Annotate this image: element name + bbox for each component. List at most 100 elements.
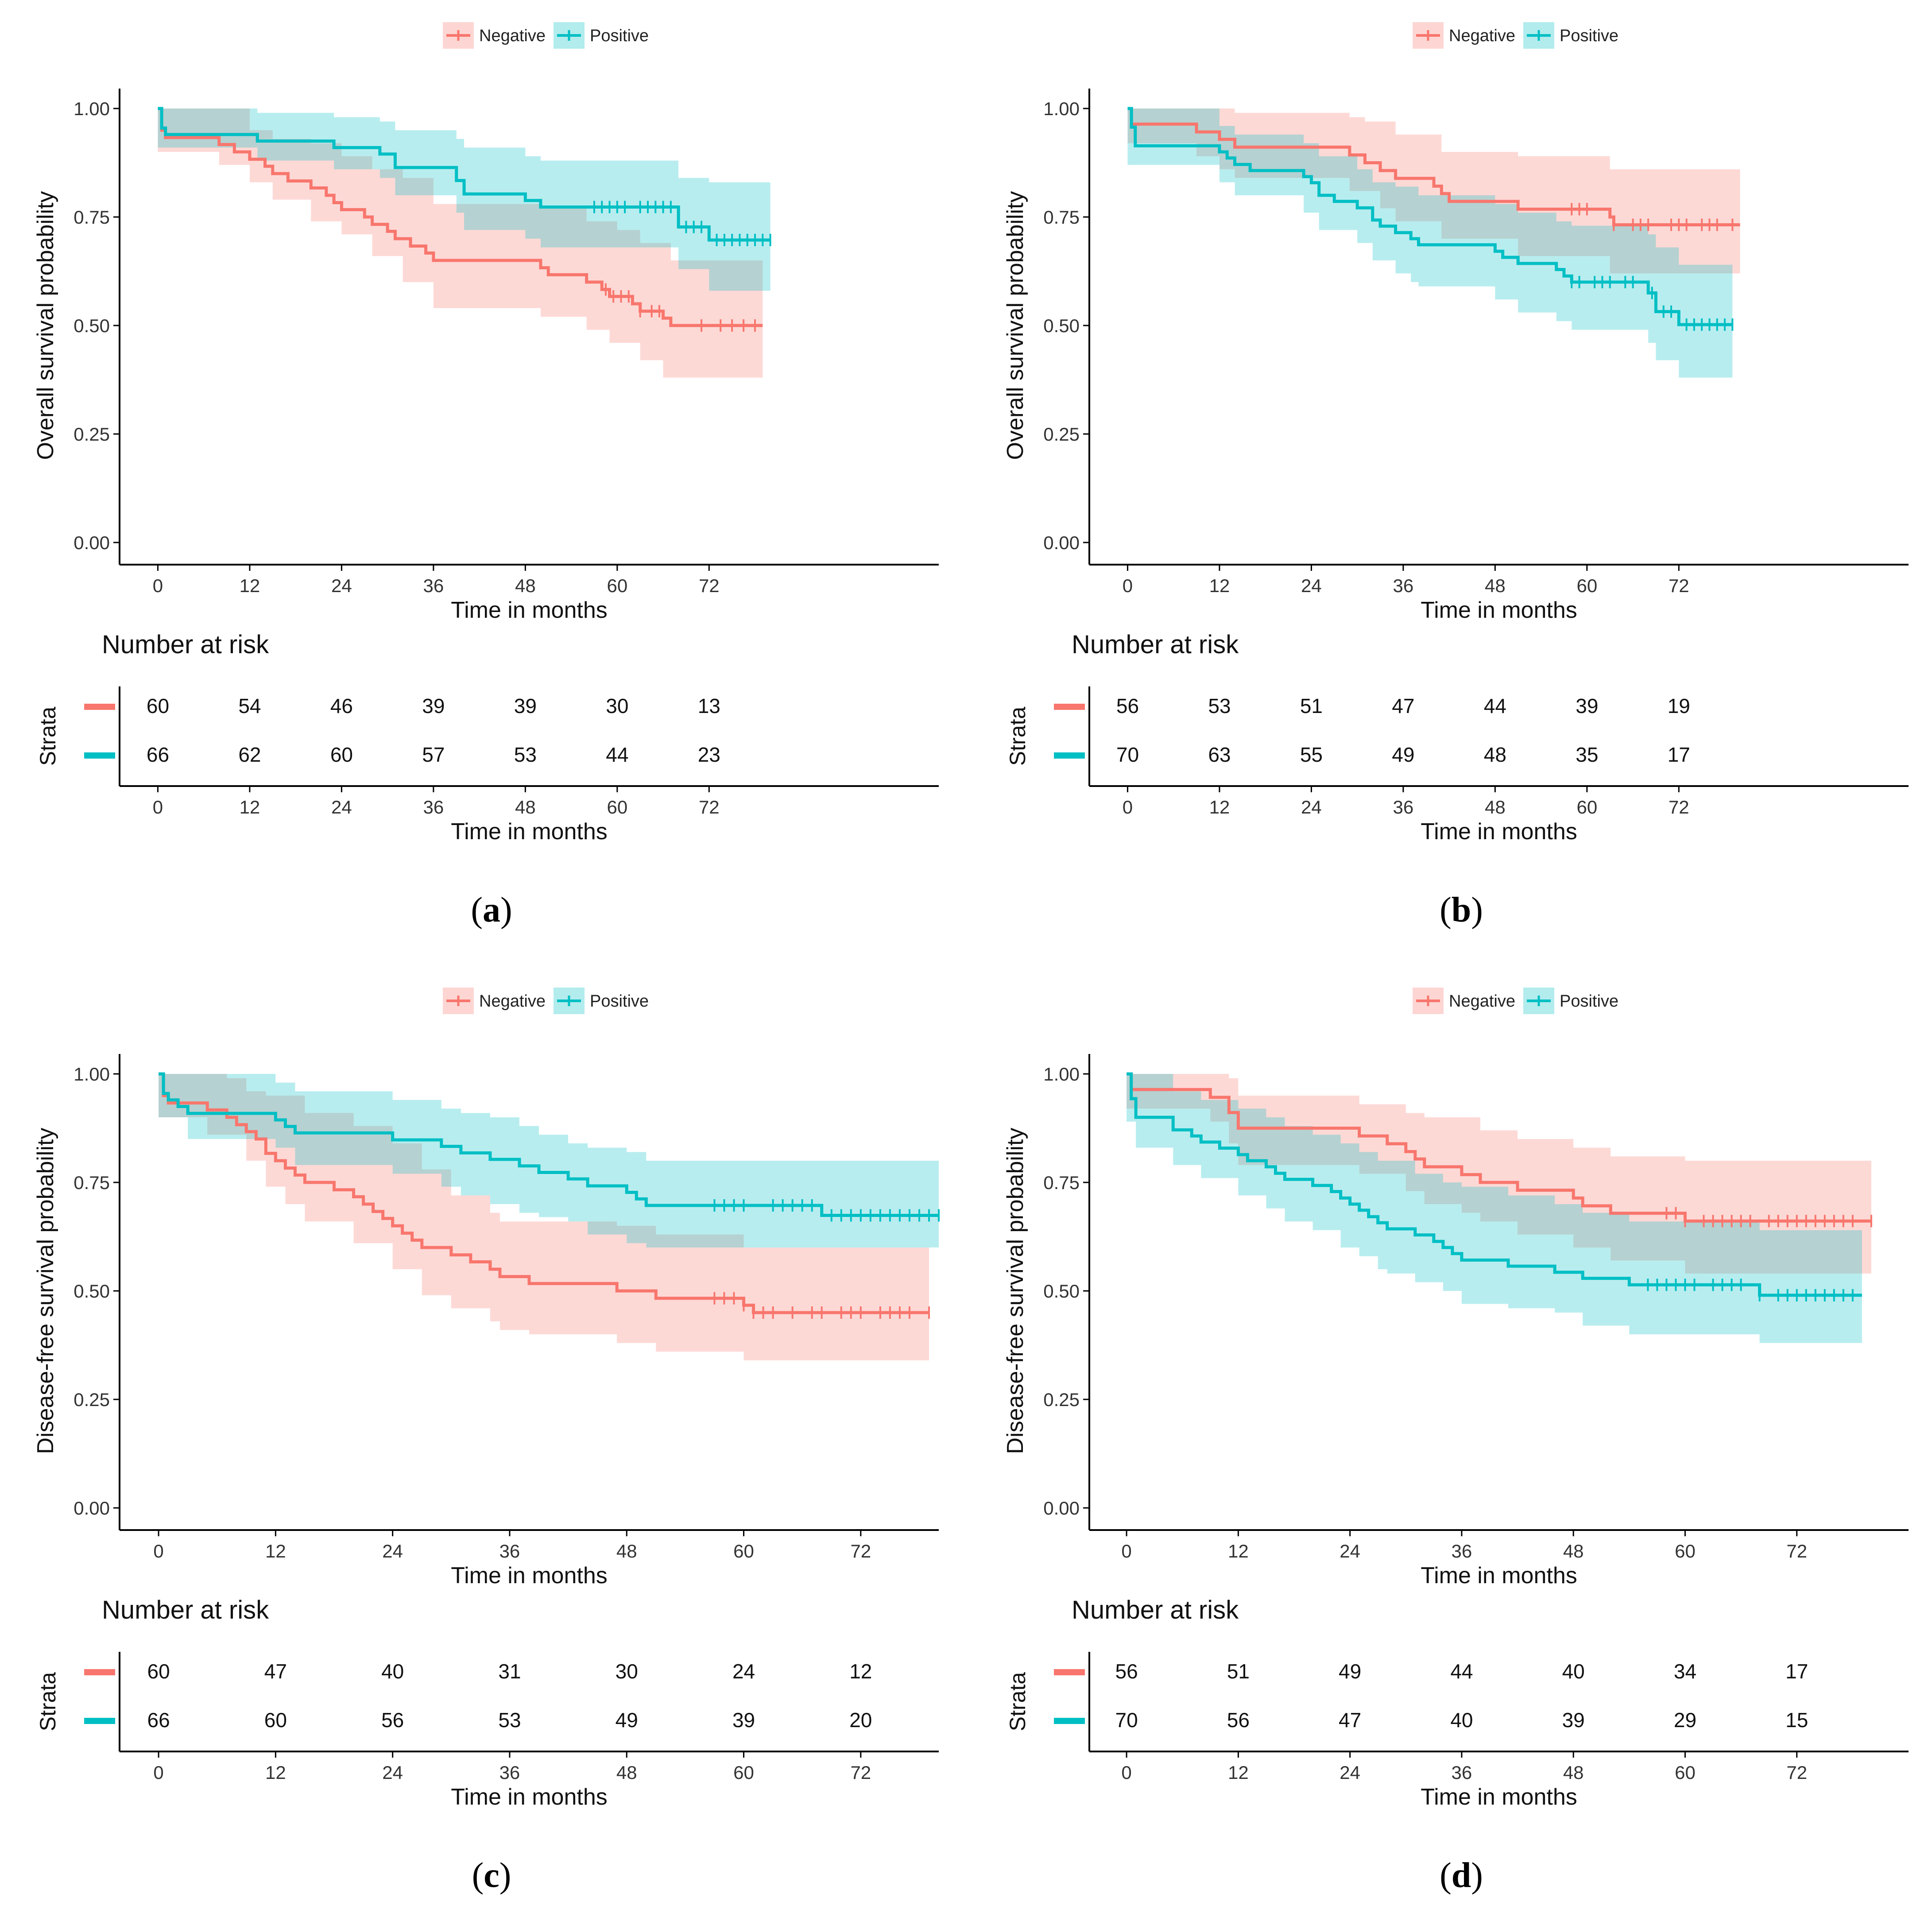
panel-b: Negative Positive 0.00 0.25 0.50 0.75 1.00 0 12 2… <box>987 9 1932 939</box>
km-chart-a: Negative Positive 0.00 0.25 0.50 0.75 1.00 0 12 2… <box>33 22 939 845</box>
chart-d-band-positive <box>1127 1074 1862 1343</box>
chart-b-strata-label: Strata <box>1005 707 1030 766</box>
chart-a-x-tick-label: 48 <box>515 575 536 596</box>
chart-a-risk-value-negative: 39 <box>422 694 445 717</box>
chart-a-y-tick-label: 0.50 <box>74 315 110 336</box>
chart-d-risk-x-tick-label: 36 <box>1452 1762 1472 1783</box>
chart-b-x-tick-label: 12 <box>1209 575 1230 596</box>
chart-a-x-tick-label: 36 <box>423 575 444 596</box>
chart-c-risk-value-negative: 40 <box>381 1660 404 1683</box>
chart-b-risk-value-negative: 51 <box>1300 694 1323 717</box>
chart-b-x-tick-label: 0 <box>1123 575 1133 596</box>
chart-b-risk-value-negative: 19 <box>1668 694 1690 717</box>
chart-b-x-tick-label: 72 <box>1669 575 1689 596</box>
chart-a-risk-value-negative: 46 <box>330 694 353 717</box>
chart-c-legend: Negative Positive <box>443 988 649 1014</box>
chart-b-band-positive <box>1127 108 1733 378</box>
chart-d-risk-value-negative: 34 <box>1674 1660 1696 1683</box>
chart-d-risk-x-axis-title: Time in months <box>1421 1784 1577 1810</box>
chart-c-x-tick-label: 36 <box>499 1541 520 1561</box>
chart-a-y-tick-label: 0.75 <box>74 207 110 228</box>
chart-c-risk-value-positive: 49 <box>616 1709 638 1732</box>
chart-b-y-tick-label: 0.25 <box>1043 424 1080 445</box>
chart-c-x-tick-label: 12 <box>265 1541 286 1561</box>
chart-d-y-tick-label: 0.75 <box>1043 1172 1080 1193</box>
chart-b-risk-value-positive: 70 <box>1116 743 1139 766</box>
chart-d-x-tick-label: 72 <box>1786 1541 1807 1561</box>
chart-d-risk-value-negative: 44 <box>1450 1660 1473 1683</box>
chart-d-risk-value-negative: 49 <box>1339 1660 1361 1683</box>
chart-a-risk-x-tick-label: 24 <box>331 797 352 818</box>
chart-d-risk-value-positive: 70 <box>1115 1709 1138 1732</box>
chart-c-risk-x-tick-label: 36 <box>499 1762 520 1783</box>
chart-c-risk-value-positive: 60 <box>264 1709 287 1732</box>
chart-b-risk-value-negative: 44 <box>1484 694 1506 717</box>
chart-d-x-tick-label: 12 <box>1228 1541 1249 1561</box>
chart-b-y-axis-title: Overall survival probability <box>1003 191 1028 460</box>
chart-a-risk-x-tick-label: 48 <box>515 797 536 818</box>
chart-c-y-tick-label: 0.00 <box>74 1498 110 1519</box>
chart-c-risk-value-negative: 47 <box>264 1660 287 1683</box>
chart-d-risk-title: Number at risk <box>1072 1596 1239 1624</box>
chart-a-strata-label: Strata <box>35 707 60 766</box>
chart-c-strata-label: Strata <box>35 1672 60 1732</box>
km-chart-c: Negative Positive 0.00 0.25 0.50 0.75 1.00 0 12 2… <box>33 988 940 1810</box>
chart-a-risk-title: Number at risk <box>102 630 269 659</box>
chart-c-x-tick-label: 24 <box>382 1541 403 1561</box>
chart-b-band-negative <box>1127 108 1740 274</box>
chart-a-x-tick-label: 0 <box>153 575 163 596</box>
chart-b-x-tick-label: 60 <box>1576 575 1597 596</box>
chart-b-risk-value-negative: 47 <box>1392 694 1414 717</box>
chart-a-y-axis-title: Overall survival probability <box>33 191 58 460</box>
chart-c-x-tick-label: 0 <box>153 1541 163 1561</box>
chart-d-x-tick-label: 0 <box>1121 1541 1131 1561</box>
chart-b-y-tick-label: 0.75 <box>1043 207 1080 228</box>
chart-c-x-tick-label: 72 <box>850 1541 871 1561</box>
panel-a: Negative Positive 0.00 0.25 0.50 0.75 1.00 0 12 2… <box>18 9 965 939</box>
chart-d-risk-value-positive: 15 <box>1785 1709 1808 1732</box>
chart-b-curve-negative <box>1127 107 1740 227</box>
chart-c-risk-x-tick-label: 60 <box>733 1762 754 1783</box>
chart-d-risk-value-negative: 56 <box>1115 1660 1138 1683</box>
chart-b-risk-x-tick-label: 36 <box>1393 797 1414 818</box>
chart-d-x-tick-label: 36 <box>1452 1541 1472 1561</box>
chart-a-x-tick-label: 72 <box>699 575 720 596</box>
chart-c-risk-value-positive: 20 <box>849 1709 872 1732</box>
chart-d-risk-x-tick-label: 24 <box>1340 1762 1360 1783</box>
chart-b-x-tick-label: 48 <box>1485 575 1506 596</box>
chart-d-x-tick-label: 60 <box>1675 1541 1696 1561</box>
chart-c-risk-value-negative: 24 <box>732 1660 755 1683</box>
panel-c: Negative Positive 0.00 0.25 0.50 0.75 1.00 0 12 2… <box>18 974 965 1904</box>
chart-d-risk-value-positive: 47 <box>1339 1709 1361 1732</box>
chart-d-y-axis-title: Disease-free survival probability <box>1003 1128 1028 1454</box>
chart-a-risk-x-tick-label: 36 <box>423 797 444 818</box>
chart-d-x-tick-label: 24 <box>1340 1541 1360 1561</box>
chart-a-x-tick-label: 24 <box>331 575 352 596</box>
chart-a-x-tick-label: 12 <box>240 575 260 596</box>
chart-c-risk-value-positive: 66 <box>147 1709 170 1732</box>
chart-a-risk-x-tick-label: 60 <box>607 797 627 818</box>
chart-b-y-tick-label: 0.50 <box>1043 315 1080 336</box>
chart-a-risk-value-negative: 30 <box>606 694 628 717</box>
chart-a-risk-x-tick-label: 72 <box>699 797 720 818</box>
chart-c-risk-value-negative: 31 <box>498 1660 521 1683</box>
chart-a-curve-negative <box>158 107 763 327</box>
chart-d-risk-value-positive: 29 <box>1674 1709 1696 1732</box>
chart-a-legend: Negative Positive <box>443 22 649 49</box>
chart-d-x-tick-label: 48 <box>1563 1541 1584 1561</box>
chart-c-risk-value-negative: 60 <box>147 1660 170 1683</box>
chart-d-risk-x-tick-label: 0 <box>1121 1762 1131 1783</box>
chart-d-legend-label-positive: Positive <box>1560 992 1618 1011</box>
caption-b: (b) <box>1440 891 1483 930</box>
chart-b-risk-value-positive: 63 <box>1208 743 1231 766</box>
chart-c-y-axis-title: Disease-free survival probability <box>33 1128 58 1454</box>
chart-a-band-positive <box>158 108 770 291</box>
chart-c-risk-value-negative: 12 <box>849 1660 872 1683</box>
chart-a-x-tick-label: 60 <box>607 575 627 596</box>
chart-c-risk-value-positive: 53 <box>498 1709 521 1732</box>
chart-a-x-axis-title: Time in months <box>451 597 608 623</box>
chart-c-curve-positive <box>159 1072 939 1217</box>
km-chart-d: Negative Positive 0.00 0.25 0.50 0.75 1.00 0 12 2… <box>1003 988 1909 1810</box>
chart-d-risk-x-tick-label: 12 <box>1228 1762 1249 1783</box>
chart-b-risk-x-tick-label: 12 <box>1209 797 1230 818</box>
